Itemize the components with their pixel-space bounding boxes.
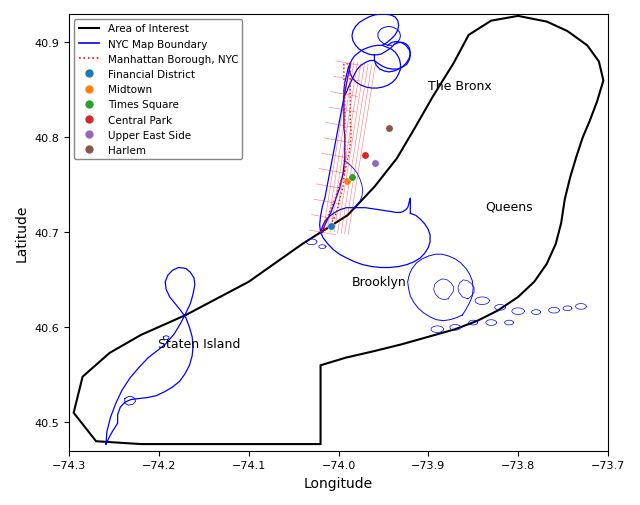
Manhattan Borough, NYC	[328, 205, 335, 211]
Legend: Area of Interest, NYC Map Boundary, Manhattan Borough, NYC, Financial District, : Area of Interest, NYC Map Boundary, Manh…	[74, 20, 243, 160]
Manhattan Borough, NYC	[339, 173, 347, 179]
Manhattan Borough, NYC	[334, 188, 342, 194]
Point	[326, 222, 337, 230]
Manhattan Borough, NYC	[346, 96, 354, 103]
Manhattan Borough, NYC	[317, 230, 324, 236]
Text: Queens: Queens	[485, 200, 533, 213]
Manhattan Borough, NYC	[346, 142, 354, 148]
Manhattan Borough, NYC	[348, 127, 355, 133]
Manhattan Borough, NYC	[344, 157, 351, 163]
Manhattan Borough, NYC	[340, 62, 348, 68]
Manhattan Borough, NYC	[341, 108, 349, 114]
Manhattan Borough, NYC	[337, 181, 344, 187]
Manhattan Borough, NYC	[341, 138, 349, 144]
Manhattan Borough, NYC	[341, 92, 349, 98]
Manhattan Borough, NYC	[346, 89, 354, 95]
Text: The Bronx: The Bronx	[428, 80, 492, 92]
Manhattan Borough, NYC	[341, 115, 349, 121]
Point	[347, 174, 357, 182]
Manhattan Borough, NYC	[346, 149, 353, 156]
Manhattan Borough, NYC	[346, 66, 354, 72]
Manhattan Borough, NYC	[341, 85, 349, 91]
Manhattan Borough, NYC	[324, 214, 332, 220]
X-axis label: Longitude: Longitude	[304, 476, 373, 490]
Manhattan Borough, NYC	[340, 77, 348, 83]
Manhattan Borough, NYC	[335, 198, 343, 205]
Manhattan Borough, NYC	[324, 225, 332, 231]
Manhattan Borough, NYC	[341, 161, 349, 167]
Point	[383, 125, 394, 133]
Manhattan Borough, NYC	[346, 74, 354, 80]
Manhattan Borough, NYC	[339, 183, 347, 189]
Manhattan Borough, NYC	[331, 214, 339, 220]
Manhattan Borough, NYC	[346, 112, 354, 118]
Manhattan Borough, NYC	[328, 220, 335, 226]
Point	[360, 151, 371, 159]
Manhattan Borough, NYC	[341, 168, 349, 174]
Manhattan Borough, NYC	[320, 222, 328, 228]
Line: Manhattan Borough, NYC: Manhattan Borough, NYC	[321, 64, 351, 233]
Text: Staten Island: Staten Island	[158, 337, 241, 350]
Manhattan Borough, NYC	[317, 230, 324, 236]
Manhattan Borough, NYC	[320, 228, 328, 234]
Manhattan Borough, NYC	[341, 100, 349, 106]
Manhattan Borough, NYC	[337, 191, 345, 197]
Manhattan Borough, NYC	[348, 134, 355, 140]
Manhattan Borough, NYC	[342, 166, 349, 172]
Manhattan Borough, NYC	[346, 61, 354, 67]
Point	[370, 160, 380, 168]
Manhattan Borough, NYC	[346, 104, 354, 110]
Manhattan Borough, NYC	[346, 81, 354, 87]
Manhattan Borough, NYC	[341, 153, 349, 159]
Manhattan Borough, NYC	[334, 206, 342, 212]
Manhattan Borough, NYC	[346, 119, 354, 125]
Manhattan Borough, NYC	[341, 130, 349, 136]
Manhattan Borough, NYC	[341, 123, 349, 129]
Manhattan Borough, NYC	[341, 145, 349, 152]
Manhattan Borough, NYC	[340, 70, 348, 76]
Point	[342, 178, 353, 186]
Text: Brooklyn: Brooklyn	[351, 276, 406, 289]
Manhattan Borough, NYC	[340, 176, 348, 182]
Y-axis label: Latitude: Latitude	[15, 204, 29, 262]
Manhattan Borough, NYC	[331, 197, 339, 203]
